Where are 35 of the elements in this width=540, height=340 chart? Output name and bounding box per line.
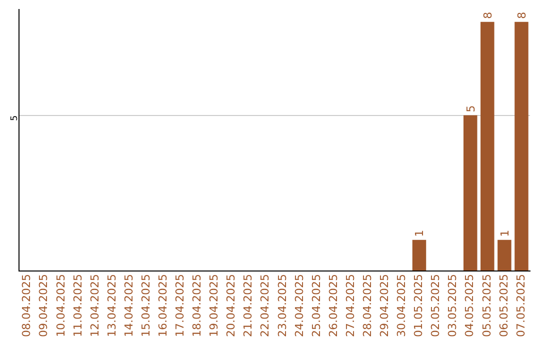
x-tick-label: 08.04.2025 [20, 274, 34, 338]
data-label: 1 [498, 230, 512, 237]
x-tick-label: 24.04.2025 [292, 274, 306, 338]
x-tick-label: 28.04.2025 [360, 274, 374, 338]
data-label: 8 [481, 12, 494, 19]
x-tick-label: 01.05.2025 [412, 274, 426, 338]
x-tick-label: 15.04.2025 [139, 274, 152, 338]
data-label: 1 [413, 230, 426, 237]
x-tick-label: 07.05.2025 [514, 274, 528, 338]
x-tick-label: 03.05.2025 [446, 274, 460, 338]
x-tick-label: 20.04.2025 [224, 274, 238, 338]
x-tick-label: 19.04.2025 [208, 274, 221, 338]
x-tick-label: 26.04.2025 [326, 274, 340, 338]
x-tick-label: 13.04.2025 [105, 274, 118, 338]
x-tick-label: 25.04.2025 [310, 274, 323, 338]
x-tick-label: 12.04.2025 [88, 274, 102, 338]
x-tick-label: 11.04.2025 [71, 274, 84, 338]
x-tick-label: 17.04.2025 [174, 274, 187, 338]
x-tick-label: 02.05.2025 [429, 274, 442, 338]
x-tick-label: 10.04.2025 [54, 274, 68, 338]
data-label: 5 [464, 105, 478, 112]
x-tick-label: 18.04.2025 [190, 274, 204, 338]
x-tick-label: 22.04.2025 [258, 274, 272, 338]
x-tick-label: 09.04.2025 [37, 274, 50, 338]
x-tick-label: 30.04.2025 [395, 274, 408, 338]
x-tick-label: 04.05.2025 [463, 274, 476, 338]
x-tick-label: 05.05.2025 [480, 274, 494, 338]
x-tick-label: 23.04.2025 [276, 274, 289, 338]
x-tick-label: 27.04.2025 [344, 274, 357, 338]
x-tick-label: 16.04.2025 [156, 274, 170, 338]
x-tick-label: 29.04.2025 [378, 274, 392, 338]
data-label: 8 [515, 12, 528, 19]
x-tick-label: 06.05.2025 [497, 274, 510, 338]
x-tick-label: 14.04.2025 [122, 274, 136, 338]
x-tick-label: 21.04.2025 [242, 274, 255, 338]
